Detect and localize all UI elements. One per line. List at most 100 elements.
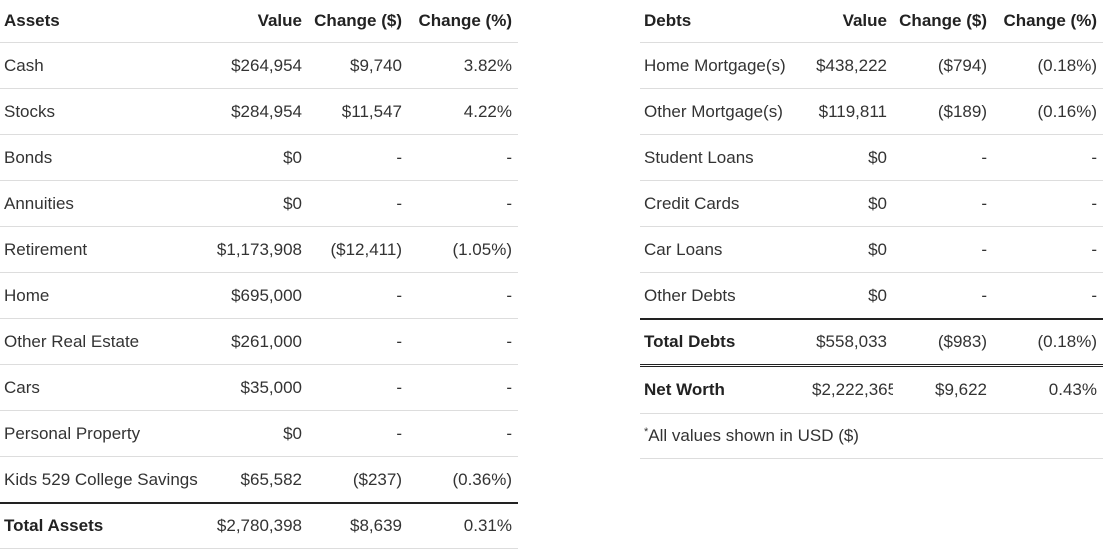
asset-label: Home [0, 272, 208, 319]
asset-row-kids-529: Kids 529 College Savings $65,582 ($237) … [0, 456, 518, 504]
asset-pct: - [408, 180, 518, 227]
asset-change: - [308, 410, 408, 457]
net-worth-pct: 0.43% [993, 364, 1103, 414]
assets-header-label: Assets [0, 0, 208, 43]
total-assets-row: Total Assets $2,780,398 $8,639 0.31% [0, 502, 518, 549]
net-worth-label: Net Worth [640, 364, 808, 414]
asset-label: Kids 529 College Savings [0, 456, 208, 504]
debt-change: - [893, 226, 993, 273]
debt-value: $119,811 [808, 88, 893, 135]
asset-row-cash: Cash $264,954 $9,740 3.82% [0, 42, 518, 89]
asset-label: Bonds [0, 134, 208, 181]
debt-label: Other Debts [640, 272, 808, 320]
debt-value: $438,222 [808, 42, 893, 89]
debts-table: Debts Value Change ($) Change (%) Home M… [640, 0, 1103, 459]
debts-header-label: Debts [640, 0, 808, 43]
debts-header-row: Debts Value Change ($) Change (%) [640, 0, 1103, 43]
debts-header-value: Value [808, 0, 893, 43]
debt-change: ($794) [893, 42, 993, 89]
asset-change: - [308, 134, 408, 181]
asset-pct: 4.22% [408, 88, 518, 135]
asset-value: $695,000 [208, 272, 308, 319]
asset-row-personal-property: Personal Property $0 - - [0, 410, 518, 457]
total-debts-value: $558,033 [808, 318, 893, 366]
asset-label: Retirement [0, 226, 208, 273]
asset-change: $9,740 [308, 42, 408, 89]
debt-pct: - [993, 272, 1103, 320]
debt-pct: (0.16%) [993, 88, 1103, 135]
debt-label: Car Loans [640, 226, 808, 273]
debts-header-pct: Change (%) [993, 0, 1103, 43]
asset-pct: (1.05%) [408, 226, 518, 273]
debt-row-credit-cards: Credit Cards $0 - - [640, 180, 1103, 227]
asset-value: $284,954 [208, 88, 308, 135]
asset-value: $0 [208, 134, 308, 181]
debt-pct: - [993, 226, 1103, 273]
total-assets-value: $2,780,398 [208, 502, 308, 549]
asset-value: $261,000 [208, 318, 308, 365]
asset-row-annuities: Annuities $0 - - [0, 180, 518, 227]
total-debts-change: ($983) [893, 318, 993, 366]
debt-pct: - [993, 134, 1103, 181]
asset-label: Stocks [0, 88, 208, 135]
total-assets-pct: 0.31% [408, 502, 518, 549]
asset-change: - [308, 272, 408, 319]
asset-change: $11,547 [308, 88, 408, 135]
asset-label: Other Real Estate [0, 318, 208, 365]
asset-value: $264,954 [208, 42, 308, 89]
total-debts-label: Total Debts [640, 318, 808, 366]
debt-change: - [893, 180, 993, 227]
asset-row-home: Home $695,000 - - [0, 272, 518, 319]
assets-header-value: Value [208, 0, 308, 43]
net-worth-change: $9,622 [893, 364, 993, 414]
asset-value: $0 [208, 410, 308, 457]
asset-pct: - [408, 272, 518, 319]
debt-pct: (0.18%) [993, 42, 1103, 89]
assets-header-change: Change ($) [308, 0, 408, 43]
asset-label: Cars [0, 364, 208, 411]
asset-label: Personal Property [0, 410, 208, 457]
debt-row-home-mortgage: Home Mortgage(s) $438,222 ($794) (0.18%) [640, 42, 1103, 89]
assets-header-pct: Change (%) [408, 0, 518, 43]
debt-value: $0 [808, 272, 893, 320]
debt-row-car-loans: Car Loans $0 - - [640, 226, 1103, 273]
asset-row-retirement: Retirement $1,173,908 ($12,411) (1.05%) [0, 226, 518, 273]
currency-note-row: *All values shown in USD ($) [640, 413, 1103, 459]
asset-row-bonds: Bonds $0 - - [0, 134, 518, 181]
net-worth-row: Net Worth $2,222,365 $9,622 0.43% [640, 364, 1103, 414]
asset-row-other-real-estate: Other Real Estate $261,000 - - [0, 318, 518, 365]
asset-change: ($12,411) [308, 226, 408, 273]
debt-change: ($189) [893, 88, 993, 135]
debt-row-other-mortgage: Other Mortgage(s) $119,811 ($189) (0.16%… [640, 88, 1103, 135]
asset-value: $0 [208, 180, 308, 227]
assets-table: Assets Value Change ($) Change (%) Cash … [0, 0, 518, 549]
debt-change: - [893, 272, 993, 320]
asset-change: ($237) [308, 456, 408, 504]
total-debts-pct: (0.18%) [993, 318, 1103, 366]
debt-label: Home Mortgage(s) [640, 42, 808, 89]
total-assets-change: $8,639 [308, 502, 408, 549]
debt-value: $0 [808, 180, 893, 227]
asset-change: - [308, 318, 408, 365]
asset-label: Annuities [0, 180, 208, 227]
asset-label: Cash [0, 42, 208, 89]
asset-value: $1,173,908 [208, 226, 308, 273]
asset-pct: - [408, 318, 518, 365]
net-worth-value: $2,222,365 [808, 364, 893, 414]
debt-change: - [893, 134, 993, 181]
asset-pct: (0.36%) [408, 456, 518, 504]
asset-pct: - [408, 410, 518, 457]
asset-change: - [308, 364, 408, 411]
asset-value: $65,582 [208, 456, 308, 504]
asset-pct: - [408, 364, 518, 411]
debt-value: $0 [808, 226, 893, 273]
currency-note: *All values shown in USD ($) [640, 413, 1103, 459]
currency-note-text: All values shown in USD ($) [648, 426, 859, 445]
asset-pct: - [408, 134, 518, 181]
assets-header-row: Assets Value Change ($) Change (%) [0, 0, 518, 43]
total-debts-row: Total Debts $558,033 ($983) (0.18%) [640, 318, 1103, 366]
footnote-marker: * [644, 426, 649, 438]
debt-value: $0 [808, 134, 893, 181]
asset-pct: 3.82% [408, 42, 518, 89]
asset-change: - [308, 180, 408, 227]
